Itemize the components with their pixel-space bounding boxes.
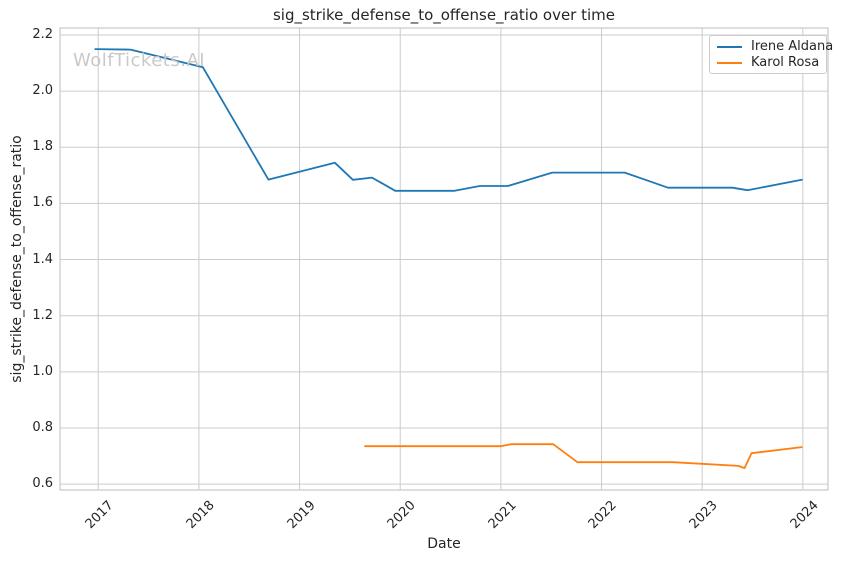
y-tick-label: 2.2 <box>32 27 53 42</box>
y-tick-label: 0.8 <box>32 420 53 435</box>
y-axis-label: sig_strike_defense_to_offense_ratio <box>9 135 25 383</box>
chart-title: sig_strike_defense_to_offense_ratio over… <box>272 6 616 24</box>
y-tick-label: 2.0 <box>32 83 53 99</box>
watermark-text: WolfTickets.AI <box>73 50 206 71</box>
y-tick-label: 1.6 <box>32 195 53 211</box>
y-tick-label: 1.8 <box>32 139 53 155</box>
y-tick-label: 1.0 <box>32 363 53 379</box>
legend-item: Irene Aldana <box>710 39 833 54</box>
plot-border <box>59 27 829 491</box>
series-line-karol-rosa <box>364 443 803 470</box>
legend: Irene Aldana Karol Rosa <box>709 35 833 74</box>
series-line-irene-aldana <box>94 48 803 192</box>
y-tick-label: 1.2 <box>32 307 53 323</box>
y-tick-label: 1.4 <box>32 251 53 267</box>
legend-line-sample-karol-rosa <box>717 61 742 64</box>
legend-label: Irene Aldana <box>751 39 834 54</box>
legend-line-sample-irene-aldana <box>717 45 742 48</box>
legend-item: Karol Rosa <box>710 55 826 70</box>
legend-label: Karol Rosa <box>751 55 820 70</box>
x-axis-label: Date <box>427 536 461 552</box>
y-tick-label: 0.6 <box>32 476 53 492</box>
